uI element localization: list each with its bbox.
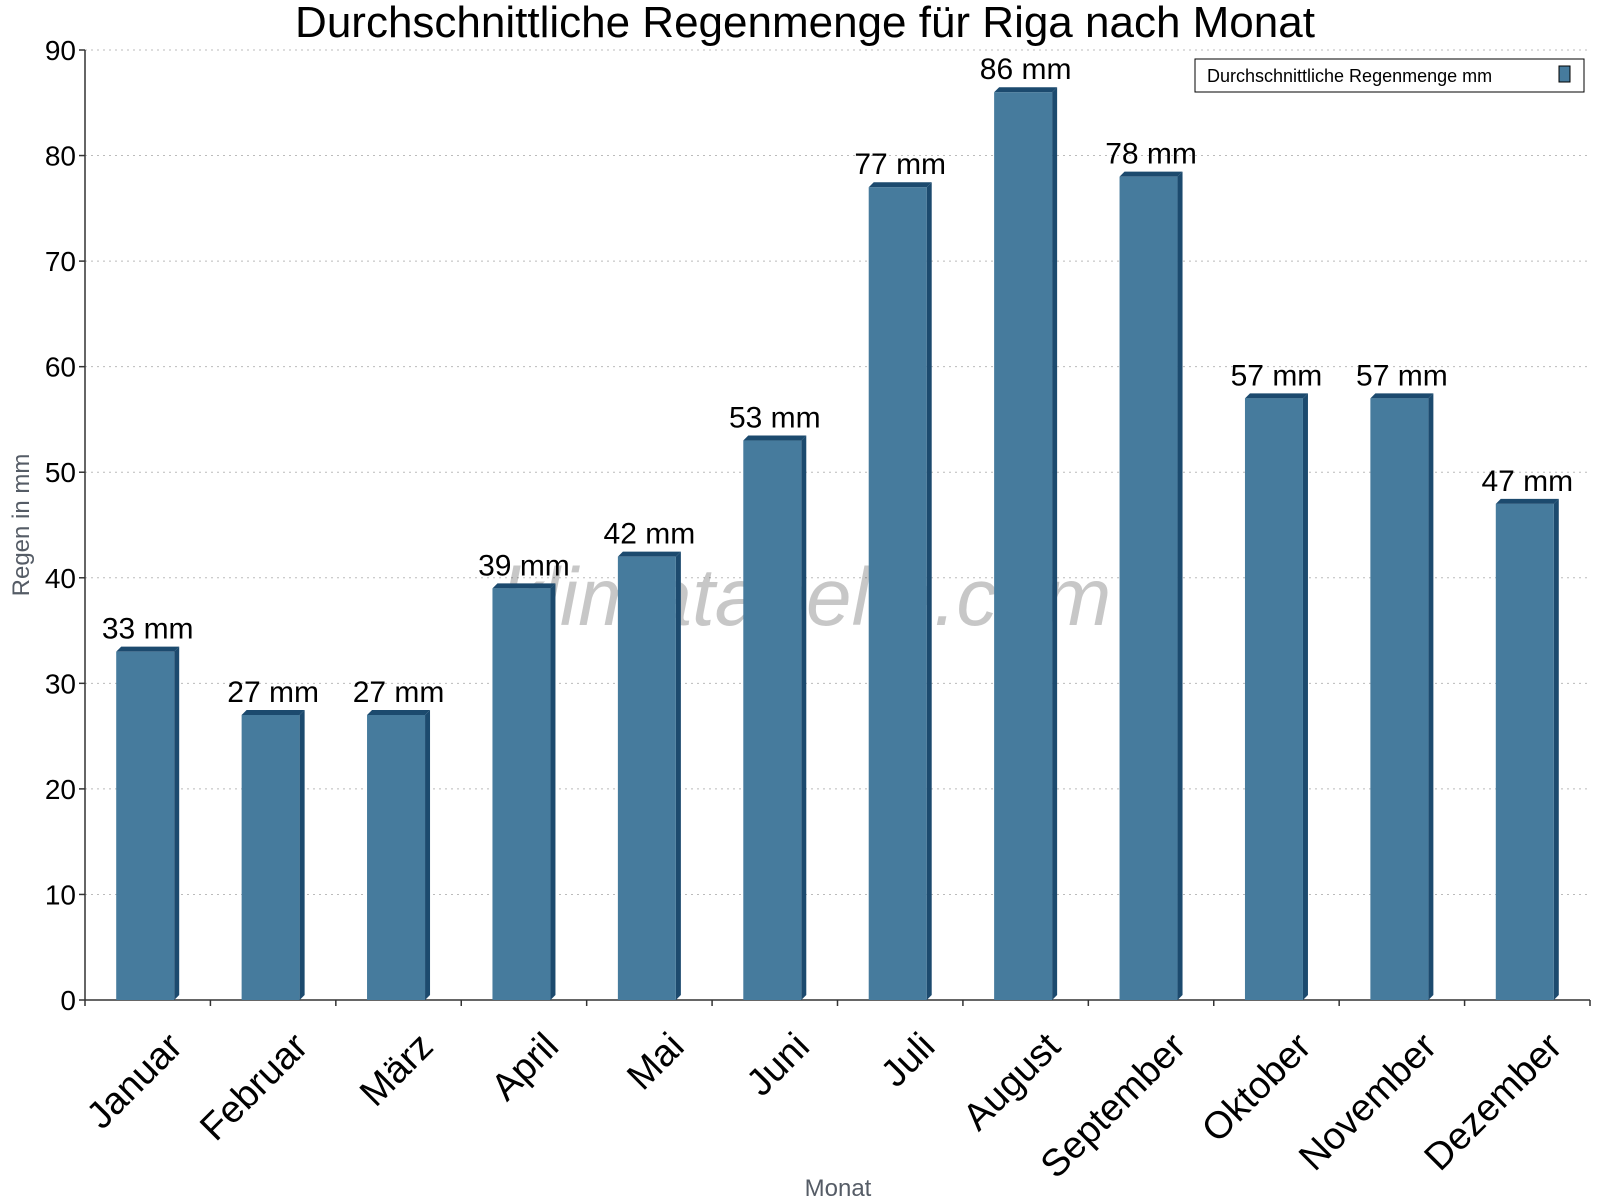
data-label: 57 mm <box>1231 359 1323 392</box>
y-tick-label: 40 <box>45 563 76 594</box>
bar-top <box>1495 498 1559 504</box>
data-label: 57 mm <box>1356 359 1448 392</box>
y-tick-label: 10 <box>45 879 76 910</box>
data-label: 39 mm <box>478 549 570 582</box>
bar-top <box>743 435 807 441</box>
bar-front <box>1244 398 1303 1000</box>
x-tick-label: Juni <box>739 1025 818 1104</box>
bar-front <box>241 715 300 1000</box>
grid-lines <box>85 49 1590 895</box>
y-tick-label: 90 <box>45 35 76 66</box>
bar <box>492 583 556 1000</box>
y-tick-label: 30 <box>45 668 76 699</box>
bar <box>1244 393 1308 1000</box>
data-label: 27 mm <box>227 676 319 709</box>
bar-top <box>1244 393 1308 399</box>
bar-top <box>617 551 681 557</box>
x-tick-label: Juli <box>873 1025 943 1095</box>
y-tick-label: 70 <box>45 246 76 277</box>
bar-side <box>1428 393 1434 1000</box>
y-axis-title: Regen in mm <box>8 454 35 597</box>
x-tick-label: Januar <box>79 1025 191 1137</box>
y-tick-label: 60 <box>45 352 76 383</box>
y-tick-label: 50 <box>45 457 76 488</box>
data-label: 86 mm <box>980 53 1072 86</box>
y-tick-labels: 0 10 20 30 40 50 60 70 80 90 <box>45 35 85 1016</box>
legend-swatch <box>1558 65 1571 83</box>
bar-top <box>1370 393 1434 399</box>
data-label: 53 mm <box>729 402 821 435</box>
bar-top <box>868 182 932 188</box>
bar-side <box>675 551 681 1000</box>
bar <box>116 646 180 1000</box>
legend-box <box>1194 58 1585 93</box>
bar-front <box>617 556 676 1000</box>
x-tick-label: Februar <box>192 1025 316 1149</box>
data-label: 27 mm <box>353 676 445 709</box>
x-tick-label: Mai <box>619 1025 692 1098</box>
bar-front <box>868 187 927 1000</box>
bar-side <box>550 583 556 1000</box>
bar-top <box>492 583 556 589</box>
bar-front <box>743 440 802 1000</box>
bar-side <box>926 182 932 1000</box>
chart-title: Durchschnittliche Regenmenge für Riga na… <box>295 0 1315 47</box>
x-tick-labels: Januar Februar März April Mai Juni Juli AugustS… <box>79 1000 1591 1186</box>
bar-side <box>801 435 807 1000</box>
x-axis-title: Monat <box>805 1175 872 1200</box>
x-tick-label: Dezember <box>1417 1025 1571 1179</box>
bar-front <box>367 715 426 1000</box>
x-tick-label: März <box>352 1025 441 1114</box>
bar-front <box>994 92 1053 1000</box>
bar-front <box>1119 176 1178 1000</box>
x-tick-label: April <box>484 1025 567 1108</box>
bar-front <box>1370 398 1429 1000</box>
data-label: 77 mm <box>854 148 946 181</box>
bar <box>868 182 932 1000</box>
bar-top <box>1119 171 1183 177</box>
bar-side <box>1177 171 1183 1000</box>
bar-top <box>994 87 1058 93</box>
bar-side <box>1553 498 1559 1000</box>
bar-front <box>1495 503 1554 1000</box>
data-labels: 33 mm 27 mm 27 mm 39 mm 42 mm 53 mm 77 mm 86 mm… <box>102 53 1573 709</box>
bar <box>994 87 1058 1000</box>
data-label: 33 mm <box>102 613 194 646</box>
bar <box>1495 498 1559 1000</box>
bar <box>617 551 681 1000</box>
bar-side <box>425 710 431 1000</box>
data-label: 78 mm <box>1105 138 1197 171</box>
bar-side <box>1052 87 1058 1000</box>
bar-side <box>1302 393 1308 1000</box>
x-tick-label: August <box>955 1025 1069 1139</box>
bar-front <box>492 588 551 1000</box>
data-label: 42 mm <box>604 518 696 551</box>
bar <box>1370 393 1434 1000</box>
bars <box>116 87 1559 1000</box>
axes <box>84 50 1590 1001</box>
y-tick-label: 80 <box>45 141 76 172</box>
bar <box>743 435 807 1000</box>
x-tick-label: Oktober <box>1194 1025 1320 1151</box>
bar <box>241 710 305 1000</box>
bar-top <box>116 646 180 652</box>
bar-top <box>367 710 431 715</box>
bar <box>367 710 431 1000</box>
data-label: 47 mm <box>1481 465 1573 498</box>
legend: Durchschnittliche Regenmenge mm <box>1194 58 1585 93</box>
y-tick-label: 20 <box>45 774 76 805</box>
bar-top <box>241 710 305 715</box>
legend-label: Durchschnittliche Regenmenge mm <box>1207 66 1492 86</box>
bar-front <box>116 651 175 1000</box>
bar <box>1119 171 1183 1000</box>
bar-side <box>174 646 180 1000</box>
y-tick-label: 0 <box>60 985 76 1016</box>
bar-side <box>299 710 305 1000</box>
